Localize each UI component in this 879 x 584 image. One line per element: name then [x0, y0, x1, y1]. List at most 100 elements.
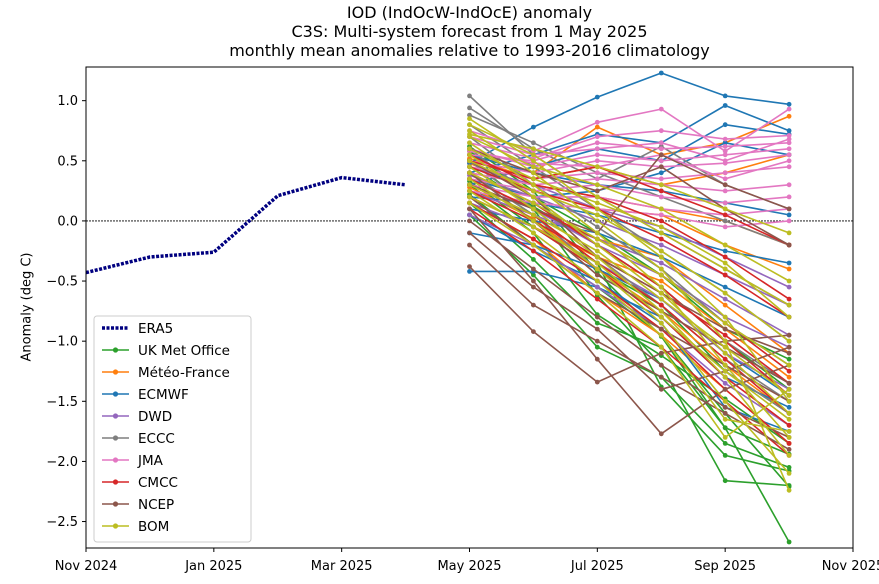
data-point	[786, 410, 792, 416]
data-point	[786, 101, 792, 107]
data-point	[594, 194, 600, 200]
member-line	[469, 114, 790, 246]
data-point	[786, 404, 792, 410]
data-point	[658, 344, 664, 350]
data-point	[531, 236, 536, 242]
data-point	[467, 176, 472, 182]
member-line	[469, 148, 790, 168]
y-tick-label: 0.0	[57, 214, 78, 229]
data-point	[531, 170, 536, 176]
data-point	[467, 146, 472, 152]
legend: ERA5 UK Met Office Météo-France ECMWF DWD ECC…	[93, 315, 252, 543]
data-point	[786, 206, 792, 212]
data-point	[658, 176, 664, 182]
data-point	[722, 242, 728, 248]
data-point	[722, 410, 728, 416]
data-point	[594, 344, 600, 350]
data-point	[658, 106, 664, 112]
data-point	[786, 422, 792, 428]
data-point	[786, 374, 792, 380]
member-line	[469, 135, 790, 162]
data-point	[722, 326, 728, 332]
data-point	[531, 152, 536, 158]
data-point	[658, 146, 664, 152]
series-era5	[86, 175, 406, 275]
data-point	[467, 112, 472, 118]
data-point	[467, 131, 472, 137]
data-point	[658, 314, 664, 320]
data-point	[467, 200, 472, 206]
data-point	[658, 290, 664, 296]
data-point	[467, 218, 472, 224]
member-line	[469, 104, 790, 174]
data-point	[658, 158, 664, 164]
data-point	[786, 164, 792, 170]
data-point	[658, 152, 664, 158]
member-line	[469, 129, 790, 160]
data-point	[786, 218, 792, 224]
data-point	[658, 170, 664, 176]
data-point	[786, 212, 792, 218]
data-point	[722, 200, 728, 206]
member-line	[469, 208, 790, 457]
data-point	[594, 236, 600, 242]
data-point	[722, 362, 728, 368]
data-point	[722, 380, 728, 386]
member-line	[469, 108, 790, 152]
legend-marker	[112, 391, 119, 397]
legend-marker	[112, 369, 119, 375]
data-point	[722, 398, 728, 404]
data-point	[658, 326, 664, 332]
data-point	[658, 296, 664, 302]
data-point	[658, 188, 664, 194]
data-point	[531, 278, 536, 284]
data-point	[594, 200, 600, 206]
data-point	[722, 266, 728, 272]
legend-marker	[112, 479, 119, 485]
chart-title-line-3: monthly mean anomalies relative to 1993-…	[229, 41, 710, 60]
data-point	[467, 212, 472, 218]
data-point	[786, 314, 792, 320]
data-point	[722, 272, 728, 278]
data-point	[658, 242, 664, 248]
legend-marker	[112, 501, 119, 507]
data-point	[467, 140, 472, 146]
data-point	[786, 284, 792, 290]
data-point	[722, 368, 728, 374]
data-point	[658, 278, 664, 284]
data-point	[722, 284, 728, 290]
data-point	[722, 416, 728, 422]
data-point	[786, 136, 792, 142]
data-point	[467, 170, 472, 176]
x-tick-label: Nov 2024	[55, 559, 118, 574]
data-point	[722, 356, 728, 362]
legend-label: JMA	[137, 453, 164, 469]
data-point	[594, 254, 600, 260]
data-point	[786, 140, 792, 146]
data-point	[594, 224, 600, 230]
data-point	[531, 230, 536, 236]
member-line	[469, 130, 790, 491]
data-point	[531, 158, 536, 164]
data-point	[722, 212, 728, 218]
data-point	[722, 320, 728, 326]
data-point	[786, 106, 792, 112]
y-tick-label: 1.0	[57, 94, 78, 109]
data-point	[594, 266, 600, 272]
data-point	[786, 332, 792, 338]
data-point	[594, 230, 600, 236]
member-line	[469, 154, 790, 234]
y-tick-label: −2.5	[46, 515, 78, 530]
data-point	[658, 308, 664, 314]
data-point	[467, 152, 472, 158]
member-line	[469, 196, 790, 420]
data-point	[722, 144, 728, 149]
member-line	[469, 184, 790, 396]
data-point	[722, 374, 728, 380]
series-ncep	[467, 146, 792, 452]
member-line	[469, 190, 790, 228]
member-line	[469, 190, 790, 336]
member-line	[469, 172, 790, 192]
data-point	[658, 140, 664, 146]
member-line	[469, 166, 790, 318]
